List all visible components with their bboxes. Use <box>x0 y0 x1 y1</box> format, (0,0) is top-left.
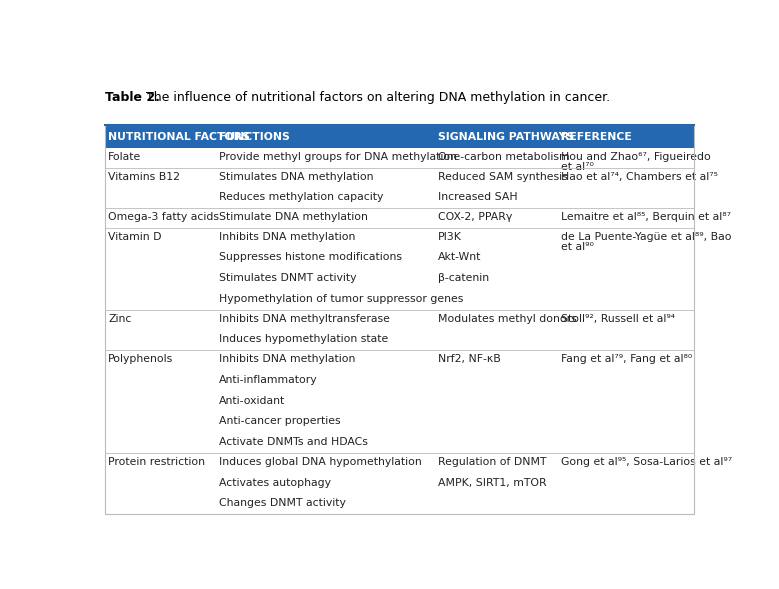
Text: Modulates methyl donors: Modulates methyl donors <box>438 314 576 324</box>
Bar <box>104 125 694 514</box>
Text: et al⁹⁰: et al⁹⁰ <box>561 242 594 252</box>
Bar <box>104 310 694 350</box>
Text: Inhibits DNA methylation: Inhibits DNA methylation <box>219 231 355 241</box>
Text: One-carbon metabolism: One-carbon metabolism <box>438 152 569 162</box>
Text: Stimulate DNA methylation: Stimulate DNA methylation <box>219 212 368 222</box>
Bar <box>104 148 694 168</box>
Text: The influence of nutritional factors on altering DNA methylation in cancer.: The influence of nutritional factors on … <box>139 91 611 104</box>
Text: Stimulates DNMT activity: Stimulates DNMT activity <box>219 273 356 283</box>
Text: Activates autophagy: Activates autophagy <box>219 478 331 488</box>
Text: Lemaitre et al⁸⁵, Berquin et al⁸⁷: Lemaitre et al⁸⁵, Berquin et al⁸⁷ <box>561 212 731 222</box>
Text: Stoll⁹², Russell et al⁹⁴: Stoll⁹², Russell et al⁹⁴ <box>561 314 675 324</box>
Text: SIGNALING PATHWAYS: SIGNALING PATHWAYS <box>438 132 574 141</box>
Text: Table 2.: Table 2. <box>104 91 160 104</box>
Text: Gong et al⁹⁵, Sosa-Larios et al⁹⁷: Gong et al⁹⁵, Sosa-Larios et al⁹⁷ <box>561 457 732 467</box>
Text: Anti-inflammatory: Anti-inflammatory <box>219 375 317 385</box>
Text: Protein restriction: Protein restriction <box>108 457 205 467</box>
Text: de La Puente-Yagüe et al⁸⁹, Bao: de La Puente-Yagüe et al⁸⁹, Bao <box>561 231 731 241</box>
Text: Nrf2, NF-κB: Nrf2, NF-κB <box>438 354 501 364</box>
Text: REFERENCE: REFERENCE <box>561 132 632 141</box>
Text: β-catenin: β-catenin <box>438 273 489 283</box>
Text: Anti-cancer properties: Anti-cancer properties <box>219 416 340 426</box>
Text: COX-2, PPARγ: COX-2, PPARγ <box>438 212 513 222</box>
Text: Anti-oxidant: Anti-oxidant <box>219 396 285 406</box>
Text: Induces global DNA hypomethylation: Induces global DNA hypomethylation <box>219 457 421 467</box>
Text: Fang et al⁷⁹, Fang et al⁸⁰: Fang et al⁷⁹, Fang et al⁸⁰ <box>561 354 693 364</box>
Text: Stimulates DNA methylation: Stimulates DNA methylation <box>219 171 373 181</box>
Text: PI3K: PI3K <box>438 231 462 241</box>
Text: Increased SAH: Increased SAH <box>438 193 517 203</box>
Text: Folate: Folate <box>108 152 142 162</box>
Text: Hao et al⁷⁴, Chambers et al⁷⁵: Hao et al⁷⁴, Chambers et al⁷⁵ <box>561 171 718 181</box>
Text: Changes DNMT activity: Changes DNMT activity <box>219 498 346 508</box>
Bar <box>104 125 694 148</box>
Text: Hou and Zhao⁶⁷, Figueiredo: Hou and Zhao⁶⁷, Figueiredo <box>561 152 710 162</box>
Text: Reduces methylation capacity: Reduces methylation capacity <box>219 193 383 203</box>
Text: AMPK, SIRT1, mTOR: AMPK, SIRT1, mTOR <box>438 478 547 488</box>
Bar <box>104 168 694 209</box>
Text: Inhibits DNA methylation: Inhibits DNA methylation <box>219 354 355 364</box>
Bar <box>104 350 694 453</box>
Text: Omega-3 fatty acids: Omega-3 fatty acids <box>108 212 219 222</box>
Bar <box>104 209 694 228</box>
Text: et al⁷⁰: et al⁷⁰ <box>561 163 594 173</box>
Text: Inhibits DNA methyltransferase: Inhibits DNA methyltransferase <box>219 314 390 324</box>
Text: Vitamins B12: Vitamins B12 <box>108 171 180 181</box>
Text: NUTRITIONAL FACTORS: NUTRITIONAL FACTORS <box>108 132 250 141</box>
Bar <box>104 228 694 310</box>
Text: Activate DNMTs and HDACs: Activate DNMTs and HDACs <box>219 437 368 447</box>
Text: Zinc: Zinc <box>108 314 132 324</box>
Text: Akt-Wnt: Akt-Wnt <box>438 253 481 263</box>
Text: Regulation of DNMT: Regulation of DNMT <box>438 457 546 467</box>
Text: Reduced SAM synthesis: Reduced SAM synthesis <box>438 171 568 181</box>
Text: FUNCTIONS: FUNCTIONS <box>219 132 290 141</box>
Text: Suppresses histone modifications: Suppresses histone modifications <box>219 253 402 263</box>
Bar <box>104 453 694 514</box>
Text: Provide methyl groups for DNA methylation: Provide methyl groups for DNA methylatio… <box>219 152 456 162</box>
Text: Vitamin D: Vitamin D <box>108 231 162 241</box>
Text: Hypomethylation of tumor suppressor genes: Hypomethylation of tumor suppressor gene… <box>219 294 463 304</box>
Text: Polyphenols: Polyphenols <box>108 354 174 364</box>
Text: Induces hypomethylation state: Induces hypomethylation state <box>219 335 388 345</box>
